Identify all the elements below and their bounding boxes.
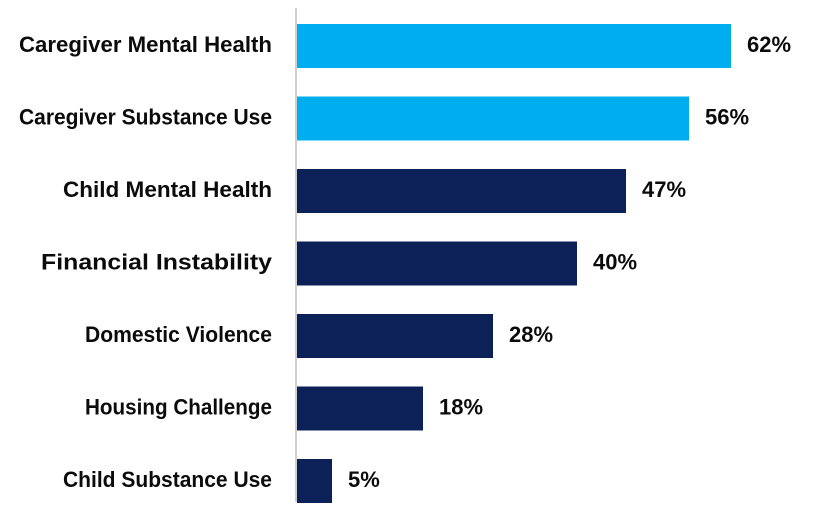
bars-group [297,24,731,503]
bar-child-mental-health [297,169,626,213]
value-label-child-substance-use: 5% [348,467,380,492]
category-label-caregiver-mental-health: Caregiver Mental Health [19,32,272,57]
bar-caregiver-mental-health [297,24,731,68]
value-label-financial-instability: 40% [593,249,637,274]
category-label-domestic-violence: Domestic Violence [85,322,272,347]
bar-financial-instability [297,241,577,286]
value-labels-group: 62% 56% 47% 40% 28% 18% 5% [348,32,791,492]
value-label-caregiver-substance-use: 56% [705,104,749,129]
category-label-child-mental-health: Child Mental Health [63,177,272,202]
bar-housing-challenge [297,386,423,431]
value-label-housing-challenge: 18% [439,394,483,419]
value-label-child-mental-health: 47% [642,177,686,202]
category-label-financial-instability: Financial Instability [41,249,273,274]
value-label-domestic-violence: 28% [509,322,553,347]
bar-caregiver-substance-use [297,96,689,141]
category-label-housing-challenge: Housing Challenge [85,394,272,419]
category-label-caregiver-substance-use: Caregiver Substance Use [19,104,272,129]
bar-domestic-violence [297,314,493,358]
category-label-child-substance-use: Child Substance Use [63,467,272,492]
value-label-caregiver-mental-health: 62% [747,32,791,57]
category-labels-group: Caregiver Mental Health Caregiver Substan… [19,32,273,492]
bar-child-substance-use [297,459,332,503]
